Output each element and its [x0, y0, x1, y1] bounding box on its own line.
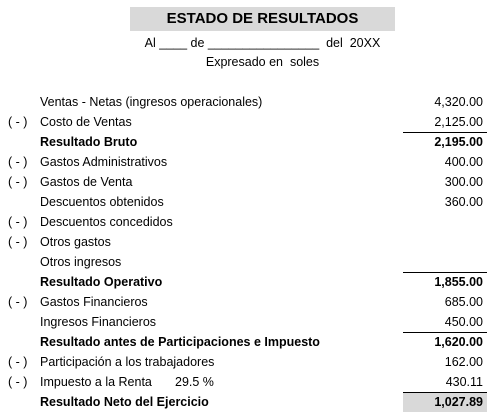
row-label: Descuentos obtenidos — [40, 195, 164, 209]
row-value: 685.00 — [444, 295, 483, 309]
row-label: Otros gastos — [40, 235, 111, 249]
sign: ( - ) — [8, 235, 28, 249]
row-value: 2,125.00 — [434, 115, 483, 129]
row-value: 1,027.89 — [434, 395, 483, 409]
row-value: 400.00 — [444, 155, 483, 169]
row-value: 430.11 — [445, 375, 483, 389]
sign: ( - ) — [8, 375, 28, 389]
row-label: Gastos Administrativos — [40, 155, 168, 169]
date-line: Al ____ de ________________ del 20XX — [144, 36, 381, 50]
row-label: Costo de Ventas — [40, 115, 132, 129]
row-label: Gastos de Venta — [40, 175, 133, 189]
rule-line — [403, 392, 487, 393]
sign: ( - ) — [8, 355, 28, 369]
sign: ( - ) — [8, 175, 28, 189]
row-label: Impuesto a la Renta — [40, 375, 152, 389]
row-value: 1,620.00 — [434, 335, 483, 349]
rate: 29.5 % — [175, 375, 214, 389]
rule-line — [403, 332, 487, 333]
sign: ( - ) — [8, 295, 28, 309]
row-label: Otros ingresos — [40, 255, 122, 269]
title: ESTADO DE RESULTADOS — [166, 10, 359, 27]
rule-line — [403, 272, 487, 273]
row-value: 2,195.00 — [434, 135, 483, 149]
row-label: Resultado Bruto — [40, 135, 138, 149]
row-value: 162.00 — [444, 355, 483, 369]
row-label: Descuentos concedidos — [40, 215, 173, 229]
row-value: 360.00 — [444, 195, 483, 209]
subtitle: Expresado en soles — [205, 55, 320, 69]
highlight — [403, 392, 487, 412]
row-value: 1,855.00 — [434, 275, 483, 289]
row-label: Resultado Neto del Ejercicio — [40, 395, 209, 409]
sign: ( - ) — [8, 155, 28, 169]
row-label: Resultado Operativo — [40, 275, 163, 289]
title-background — [130, 7, 395, 31]
row-label: Gastos Financieros — [40, 295, 148, 309]
row-label: Ventas - Netas (ingresos operacionales) — [40, 95, 263, 109]
row-label: Participación a los trabajadores — [40, 355, 215, 369]
row-label: Resultado antes de Participaciones e Imp… — [40, 335, 320, 349]
row-label: Ingresos Financieros — [40, 315, 157, 329]
row-value: 450.00 — [444, 315, 483, 329]
row-value: 4,320.00 — [434, 95, 483, 109]
rule-line — [403, 132, 487, 133]
row-value: 300.00 — [444, 175, 483, 189]
sign: ( - ) — [8, 215, 28, 229]
sign: ( - ) — [8, 115, 28, 129]
